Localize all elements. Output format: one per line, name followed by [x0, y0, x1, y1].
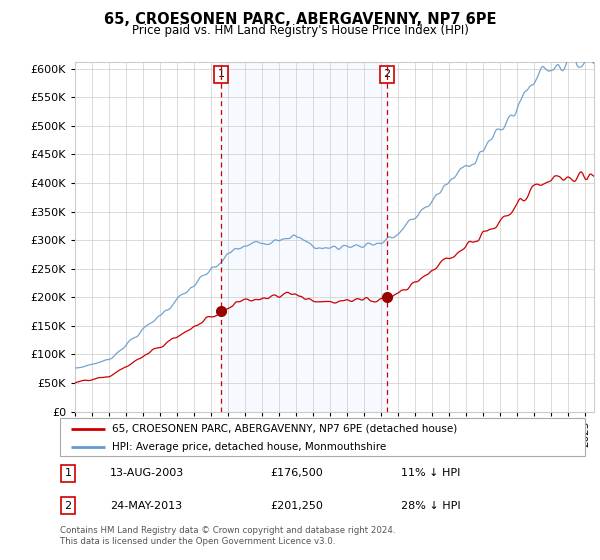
Text: 13-AUG-2003: 13-AUG-2003	[110, 468, 184, 478]
Text: 11% ↓ HPI: 11% ↓ HPI	[401, 468, 461, 478]
Text: 24-MAY-2013: 24-MAY-2013	[110, 501, 182, 511]
Text: £176,500: £176,500	[270, 468, 323, 478]
Text: 2: 2	[64, 501, 71, 511]
Text: Price paid vs. HM Land Registry's House Price Index (HPI): Price paid vs. HM Land Registry's House …	[131, 24, 469, 37]
Text: £201,250: £201,250	[270, 501, 323, 511]
Text: HPI: Average price, detached house, Monmouthshire: HPI: Average price, detached house, Monm…	[113, 442, 387, 452]
Text: 1: 1	[218, 69, 224, 80]
Bar	[221, 62, 387, 412]
Text: 1: 1	[64, 468, 71, 478]
Text: Contains HM Land Registry data © Crown copyright and database right 2024.
This d: Contains HM Land Registry data © Crown c…	[60, 526, 395, 546]
Text: 65, CROESONEN PARC, ABERGAVENNY, NP7 6PE (detached house): 65, CROESONEN PARC, ABERGAVENNY, NP7 6PE…	[113, 424, 458, 434]
Text: 65, CROESONEN PARC, ABERGAVENNY, NP7 6PE: 65, CROESONEN PARC, ABERGAVENNY, NP7 6PE	[104, 12, 496, 27]
Text: 2: 2	[383, 69, 391, 80]
FancyBboxPatch shape	[60, 418, 585, 456]
Text: 28% ↓ HPI: 28% ↓ HPI	[401, 501, 461, 511]
